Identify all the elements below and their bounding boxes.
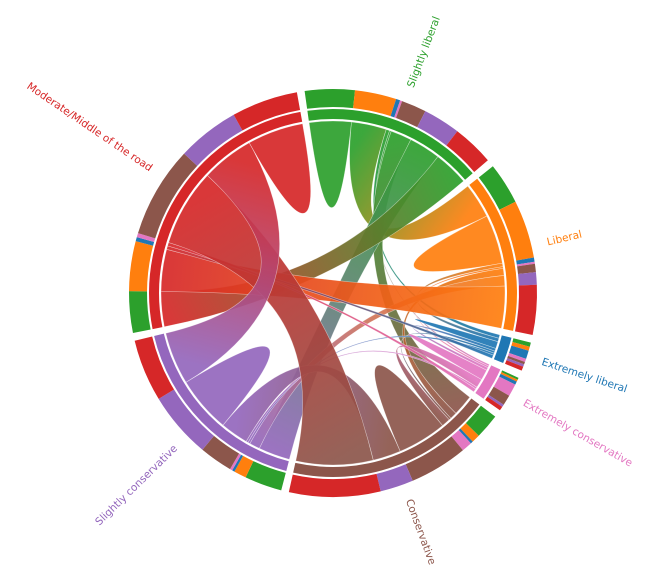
band-segment-5-6	[134, 336, 175, 399]
band-segment-3-6	[485, 396, 503, 411]
band-segment-1-5	[518, 272, 537, 286]
band-segment-1-2	[516, 257, 535, 265]
chord-ribbon-4-4[interactable]	[374, 364, 443, 452]
band-segment-2-3	[508, 353, 527, 362]
band-segment-4-6	[288, 473, 381, 497]
band-segment-4-3	[451, 430, 471, 451]
chord-layer: Slightly liberal Liberal Extremely liberal…	[24, 15, 634, 567]
band-segment-0-4	[396, 101, 426, 128]
chord-ribbon-0-1[interactable]	[349, 121, 488, 241]
group-label-0: Slightly liberal	[405, 15, 443, 89]
band-segment-3-5	[487, 394, 504, 407]
group-arc-3[interactable]	[475, 365, 501, 399]
chord-ribbon-2-2[interactable]	[414, 318, 499, 349]
band-segment-0-1	[353, 90, 397, 117]
band-segment-1-6	[515, 284, 537, 336]
chord-ribbon-2-6[interactable]	[166, 245, 494, 359]
band-segment-6-1	[129, 241, 154, 292]
band-segment-5-4	[202, 435, 240, 470]
chord-ribbon-2-4[interactable]	[400, 332, 496, 421]
band-segment-6-3	[136, 233, 156, 243]
band-segment-6-6	[233, 92, 301, 131]
chord-ribbon-5-5[interactable]	[185, 346, 271, 426]
chord-ribbon-6-6[interactable]	[248, 123, 311, 214]
band-segment-4-5	[376, 464, 413, 492]
band-segment-3-1	[500, 372, 518, 382]
chord-ribbon-4-6[interactable]	[168, 175, 374, 466]
chord-ribbon-0-6[interactable]	[160, 156, 465, 328]
group-arc-2[interactable]	[493, 335, 512, 364]
band-segment-1-4	[517, 263, 536, 274]
band-segment-6-0	[129, 291, 151, 334]
chord-ribbon-5-6[interactable]	[165, 142, 280, 383]
chord-ribbon-3-3[interactable]	[408, 333, 488, 381]
band-segment-3-3	[493, 376, 516, 396]
band-segment-0-2	[390, 99, 401, 118]
band-segment-6-5	[184, 114, 243, 166]
band-segment-5-0	[245, 461, 286, 491]
band-segment-1-1	[499, 201, 534, 261]
band-segment-2-2	[509, 345, 529, 359]
band-segment-3-4	[488, 386, 510, 405]
band-segment-4-0	[465, 405, 496, 436]
group-arc-0[interactable]	[307, 109, 473, 180]
band-segment-0-6	[446, 131, 488, 172]
chord-ribbon-3-6[interactable]	[167, 242, 477, 393]
band-segment-1-0	[478, 166, 516, 210]
band-segment-5-1	[234, 455, 254, 478]
band-segment-3-2	[499, 373, 517, 385]
group-arc-6[interactable]	[149, 111, 303, 330]
band-segment-2-4	[507, 355, 525, 365]
group-arc-5[interactable]	[154, 333, 289, 471]
band-segment-5-3	[229, 453, 242, 471]
band-segment-0-0	[304, 89, 356, 109]
band-segment-0-5	[417, 111, 458, 146]
band-segment-4-2	[458, 428, 473, 444]
band-segment-2-1	[511, 341, 530, 351]
band-segment-6-4	[137, 153, 198, 239]
band-segment-1-3	[516, 261, 535, 267]
band-segment-4-1	[460, 423, 479, 442]
band-segment-2-0	[512, 338, 531, 347]
group-label-2: Extremely liberal	[540, 356, 629, 395]
band-segment-6-2	[135, 237, 155, 246]
band-segment-4-4	[405, 436, 463, 481]
band-segment-5-5	[158, 389, 214, 450]
band-segment-3-0	[501, 370, 519, 380]
chord-ribbon-0-0[interactable]	[308, 120, 352, 208]
group-label-3: Extremely conservative	[521, 397, 635, 469]
chord-ribbon-3-4[interactable]	[395, 345, 482, 427]
band-segment-2-5	[506, 358, 525, 367]
band-segment-2-6	[505, 360, 524, 371]
group-arc-4[interactable]	[293, 398, 480, 477]
group-label-4: Conservative	[403, 498, 438, 567]
group-label-1: Liberal	[546, 229, 583, 249]
group-label-5: Slightly conservative	[93, 443, 180, 528]
band-segment-5-2	[232, 454, 244, 472]
band-segment-0-3	[394, 100, 403, 119]
group-arc-1[interactable]	[469, 178, 517, 331]
chord-ribbon-1-1[interactable]	[413, 215, 503, 272]
group-label-6: Moderate/Middle of the road	[24, 80, 154, 174]
